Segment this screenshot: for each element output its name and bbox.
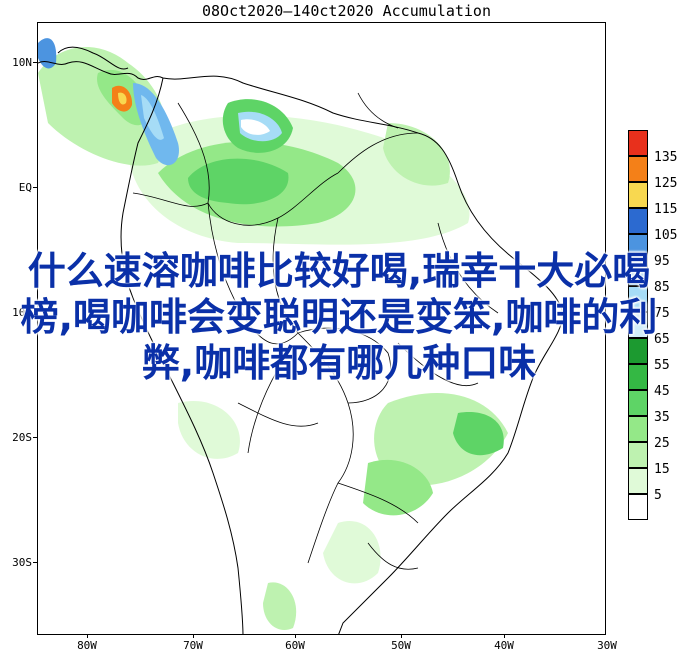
lon-tick bbox=[87, 634, 88, 638]
legend-swatch bbox=[628, 468, 648, 494]
legend-swatch bbox=[628, 338, 648, 364]
lon-label-70w: 70W bbox=[183, 639, 203, 652]
legend-label: 125 bbox=[654, 176, 678, 191]
coastlines bbox=[38, 46, 564, 634]
lon-tick bbox=[504, 634, 505, 638]
lon-tick bbox=[401, 634, 402, 638]
lon-label-60w: 60W bbox=[285, 639, 305, 652]
legend-swatch bbox=[628, 364, 648, 390]
precipitation-map bbox=[37, 22, 606, 635]
legend-swatch bbox=[628, 260, 648, 286]
lon-label-40w: 40W bbox=[494, 639, 514, 652]
legend-swatch bbox=[628, 416, 648, 442]
lat-tick bbox=[33, 562, 37, 563]
legend-swatch bbox=[628, 208, 648, 234]
lat-label-eq: EQ bbox=[18, 181, 32, 194]
legend-swatch bbox=[628, 130, 648, 156]
lon-tick bbox=[193, 634, 194, 638]
lat-label-10s: 10S bbox=[12, 306, 32, 319]
legend-label: 95 bbox=[654, 254, 670, 269]
lat-label-30s: 30S bbox=[12, 556, 32, 569]
legend-label: 105 bbox=[654, 228, 678, 243]
legend-swatch bbox=[628, 234, 648, 260]
legend-label: 45 bbox=[654, 384, 670, 399]
legend-label: 75 bbox=[654, 306, 670, 321]
lon-label-80w: 80W bbox=[77, 639, 97, 652]
legend-label: 55 bbox=[654, 358, 670, 373]
legend-label: 85 bbox=[654, 280, 670, 295]
legend-swatch bbox=[628, 156, 648, 182]
lat-label-20s: 20S bbox=[12, 431, 32, 444]
lon-label-50w: 50W bbox=[391, 639, 411, 652]
lat-tick bbox=[33, 187, 37, 188]
legend-swatch bbox=[628, 182, 648, 208]
legend-label: 25 bbox=[654, 436, 670, 451]
legend-label: 35 bbox=[654, 410, 670, 425]
legend-label: 15 bbox=[654, 462, 670, 477]
legend-label: 115 bbox=[654, 202, 678, 217]
lat-tick bbox=[33, 312, 37, 313]
legend-swatch bbox=[628, 312, 648, 338]
map-title: 08Oct2020—140ct2020 Accumulation bbox=[202, 2, 491, 20]
lat-label-10n: 10N bbox=[12, 56, 32, 69]
legend-label: 135 bbox=[654, 150, 678, 165]
legend-swatch bbox=[628, 390, 648, 416]
lat-tick bbox=[33, 437, 37, 438]
overlay-caption: 什么速溶咖啡比较好喝,瑞幸十大必喝榜,喝咖啡会变聪明还是变笨,咖啡的利弊,咖啡都… bbox=[20, 249, 658, 385]
precipitation-shading bbox=[38, 38, 508, 631]
lat-tick bbox=[33, 62, 37, 63]
borders bbox=[132, 92, 499, 570]
legend-label: 5 bbox=[654, 488, 662, 503]
legend-swatch bbox=[628, 286, 648, 312]
lon-label-30w: 30W bbox=[597, 639, 617, 652]
map-canvas bbox=[38, 38, 564, 634]
legend-label: 65 bbox=[654, 332, 670, 347]
legend-swatch bbox=[628, 494, 648, 520]
lon-tick bbox=[295, 634, 296, 638]
legend-swatch bbox=[628, 442, 648, 468]
